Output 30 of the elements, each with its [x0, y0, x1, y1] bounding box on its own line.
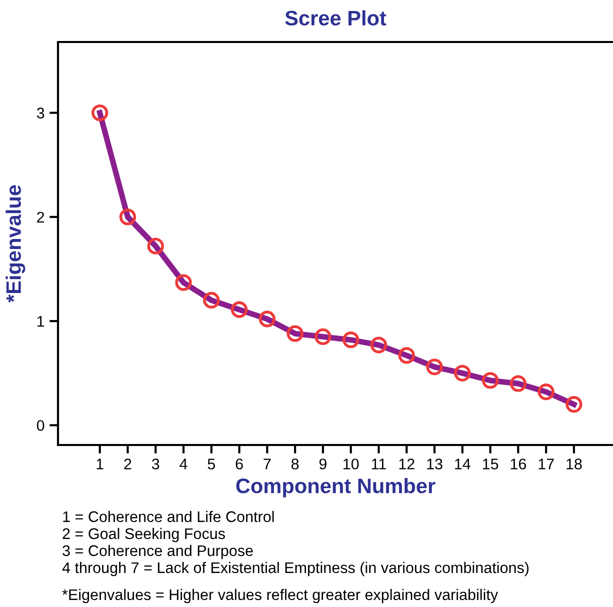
y-axis-title: *Eigenvalue: [6, 185, 26, 302]
x-tick-label: 12: [399, 458, 414, 470]
x-tick-label: 16: [510, 458, 526, 470]
x-tick-label: 2: [124, 458, 132, 470]
x-tick-label: 1: [96, 458, 104, 470]
x-tick-label: 6: [236, 458, 243, 470]
x-tick-label: 8: [291, 458, 299, 470]
x-tick-label: 4: [180, 458, 188, 470]
text: 1 = Coherence and Life Control: [63, 510, 274, 522]
text: 2 = Goal Seeking Focus: [62, 528, 225, 542]
x-tick-label: 7: [264, 458, 271, 470]
x-axis-title: Component Number: [236, 478, 436, 498]
x-tick-label: 10: [344, 458, 359, 470]
text: *Eigenvalues = Higher values reflect greater explained variability: [62, 588, 498, 604]
x-tick-label: 5: [208, 458, 215, 470]
y-tick-label: 2: [37, 212, 44, 222]
x-tick-label: 11: [372, 458, 386, 470]
x-tick-label: 13: [427, 458, 442, 470]
x-tick-label: 17: [538, 458, 554, 470]
x-tick-label: 14: [455, 458, 470, 470]
text: 3 = Coherence and Purpose: [62, 544, 253, 560]
x-tick-label: 9: [319, 458, 326, 470]
y-tick-label: 3: [36, 108, 44, 118]
x-tick-label: 18: [566, 458, 582, 470]
text: 4 through 7 = Lack of Existential Emptiness (in various combinations): [62, 562, 529, 576]
x-tick-label: 15: [482, 458, 498, 470]
y-tick-label: 1: [37, 316, 44, 327]
x-tick-label: 3: [152, 458, 160, 470]
y-tick-label: 0: [36, 420, 44, 431]
chart-title: Scree Plot: [285, 10, 386, 26]
